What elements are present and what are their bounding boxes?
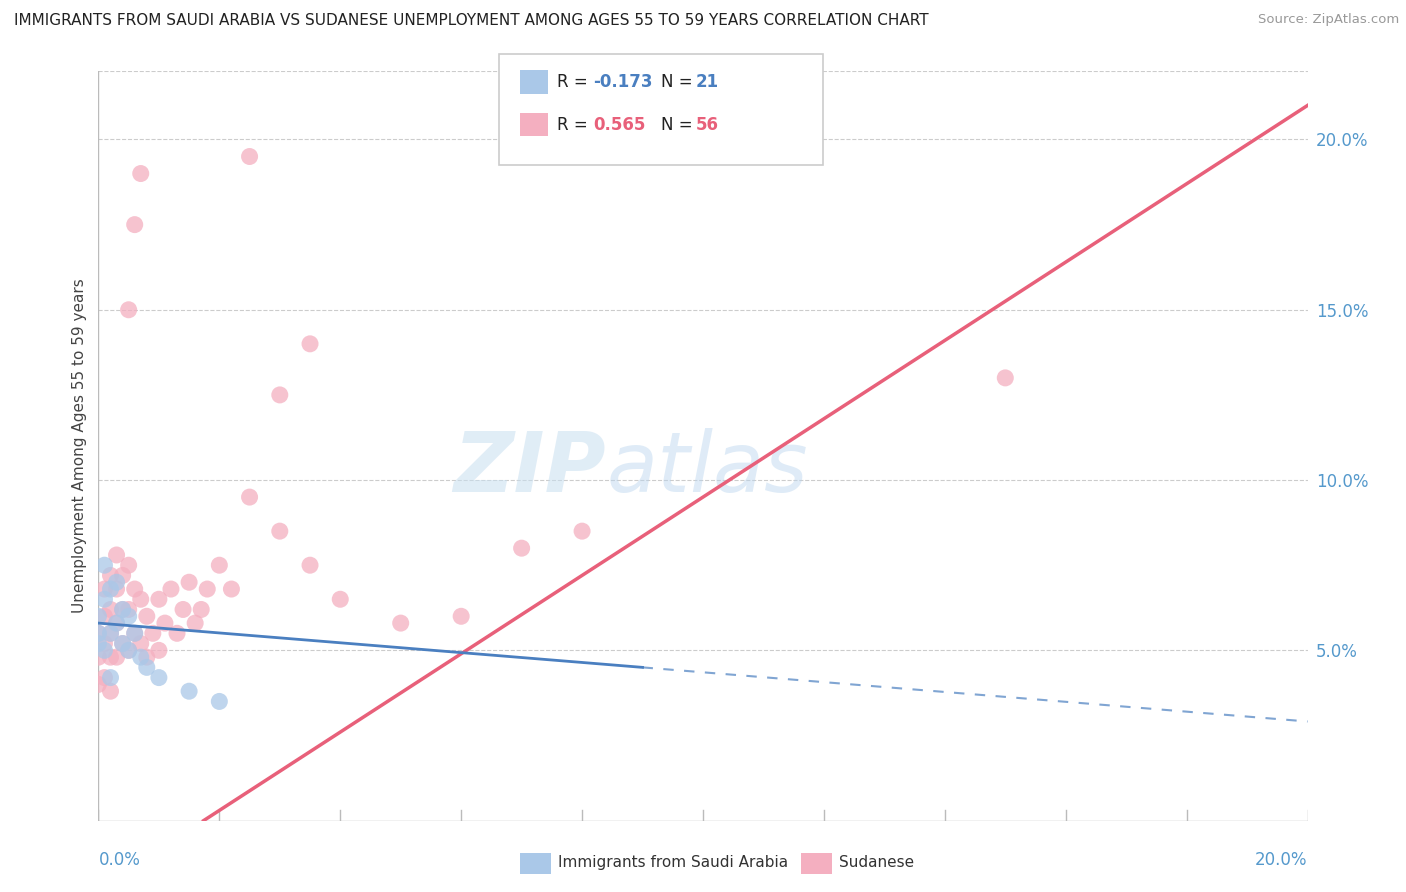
- Text: IMMIGRANTS FROM SAUDI ARABIA VS SUDANESE UNEMPLOYMENT AMONG AGES 55 TO 59 YEARS : IMMIGRANTS FROM SAUDI ARABIA VS SUDANESE…: [14, 13, 929, 29]
- Point: [135, 650, 157, 665]
- Point: [184, 616, 207, 631]
- Point: [100, 568, 122, 582]
- Point: [190, 602, 212, 616]
- Point: [160, 582, 183, 596]
- Point: [208, 558, 231, 573]
- Text: -0.173: -0.173: [593, 73, 652, 91]
- Point: [87, 626, 110, 640]
- Point: [329, 592, 352, 607]
- Point: [239, 149, 262, 163]
- Point: [93, 671, 115, 685]
- Text: R =: R =: [557, 73, 593, 91]
- Point: [105, 616, 128, 631]
- Point: [124, 626, 146, 640]
- Point: [87, 650, 110, 665]
- Text: N =: N =: [661, 116, 697, 134]
- Point: [100, 671, 122, 685]
- Point: [93, 636, 115, 650]
- Point: [93, 643, 115, 657]
- Text: Immigrants from Saudi Arabia: Immigrants from Saudi Arabia: [558, 855, 789, 870]
- Point: [510, 541, 533, 556]
- Point: [111, 602, 134, 616]
- Text: atlas: atlas: [606, 428, 808, 509]
- Point: [118, 609, 141, 624]
- Text: Sudanese: Sudanese: [839, 855, 914, 870]
- Point: [93, 558, 115, 573]
- Text: 21: 21: [696, 73, 718, 91]
- Text: 20.0%: 20.0%: [1256, 851, 1308, 869]
- Point: [100, 582, 122, 596]
- Text: 0.0%: 0.0%: [98, 851, 141, 869]
- Point: [118, 643, 141, 657]
- Point: [118, 602, 141, 616]
- Point: [172, 602, 194, 616]
- Text: 0.565: 0.565: [593, 116, 645, 134]
- Point: [124, 582, 146, 596]
- Point: [450, 609, 472, 624]
- Point: [93, 592, 115, 607]
- Point: [129, 167, 152, 181]
- Point: [153, 616, 176, 631]
- Point: [269, 388, 291, 402]
- Point: [87, 636, 110, 650]
- Point: [93, 582, 115, 596]
- Point: [100, 626, 122, 640]
- Point: [129, 636, 152, 650]
- Text: ZIP: ZIP: [454, 428, 606, 509]
- Text: 56: 56: [696, 116, 718, 134]
- Point: [179, 684, 201, 698]
- Point: [124, 218, 146, 232]
- Point: [111, 636, 134, 650]
- Point: [142, 626, 165, 640]
- Point: [105, 650, 128, 665]
- Point: [100, 650, 122, 665]
- Point: [87, 609, 110, 624]
- Point: [389, 616, 412, 631]
- Y-axis label: Unemployment Among Ages 55 to 59 years: Unemployment Among Ages 55 to 59 years: [72, 278, 87, 614]
- Point: [100, 626, 122, 640]
- Point: [148, 643, 170, 657]
- Point: [129, 592, 152, 607]
- Point: [105, 548, 128, 562]
- Point: [299, 336, 322, 351]
- Point: [105, 575, 128, 590]
- Point: [129, 650, 152, 665]
- Point: [87, 626, 110, 640]
- Text: R =: R =: [557, 116, 593, 134]
- Point: [87, 677, 110, 691]
- Text: Source: ZipAtlas.com: Source: ZipAtlas.com: [1258, 13, 1399, 27]
- Point: [239, 490, 262, 504]
- Point: [135, 660, 157, 674]
- Point: [118, 558, 141, 573]
- Point: [179, 575, 201, 590]
- Point: [135, 609, 157, 624]
- Point: [195, 582, 218, 596]
- Point: [118, 302, 141, 317]
- Point: [105, 582, 128, 596]
- Point: [111, 568, 134, 582]
- Point: [148, 592, 170, 607]
- Point: [269, 524, 291, 538]
- Point: [208, 694, 231, 708]
- Text: N =: N =: [661, 73, 697, 91]
- Point: [111, 602, 134, 616]
- Point: [571, 524, 593, 538]
- Point: [111, 636, 134, 650]
- Point: [124, 626, 146, 640]
- Point: [100, 684, 122, 698]
- Point: [166, 626, 188, 640]
- Point: [221, 582, 243, 596]
- Point: [105, 616, 128, 631]
- Point: [299, 558, 322, 573]
- Point: [93, 609, 115, 624]
- Point: [118, 643, 141, 657]
- Point: [148, 671, 170, 685]
- Point: [994, 371, 1017, 385]
- Point: [100, 602, 122, 616]
